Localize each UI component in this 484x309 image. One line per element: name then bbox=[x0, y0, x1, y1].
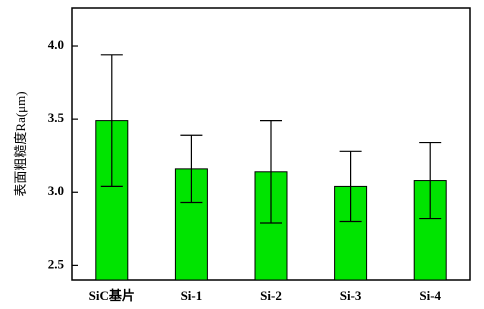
y-tick-label: 2.5 bbox=[48, 256, 65, 271]
error-bar bbox=[180, 134, 203, 204]
y-tick-label: 3.0 bbox=[48, 183, 64, 198]
y-tick-label: 4.0 bbox=[48, 37, 64, 52]
error-bar bbox=[260, 120, 282, 224]
y-tick-label: 3.5 bbox=[48, 110, 65, 125]
x-tick-label: Si-3 bbox=[340, 288, 362, 303]
bar bbox=[413, 180, 447, 281]
x-tick-label: Si-2 bbox=[260, 288, 282, 303]
error-bar bbox=[339, 150, 362, 223]
x-tick-label: Si-1 bbox=[181, 288, 203, 303]
error-bar bbox=[419, 141, 442, 220]
error-bar bbox=[100, 54, 123, 188]
x-tick-label: SiC基片 bbox=[89, 288, 135, 303]
x-tick-label: Si-4 bbox=[419, 288, 441, 303]
y-axis-label: 表面粗糙度Ra(μm) bbox=[13, 91, 28, 196]
